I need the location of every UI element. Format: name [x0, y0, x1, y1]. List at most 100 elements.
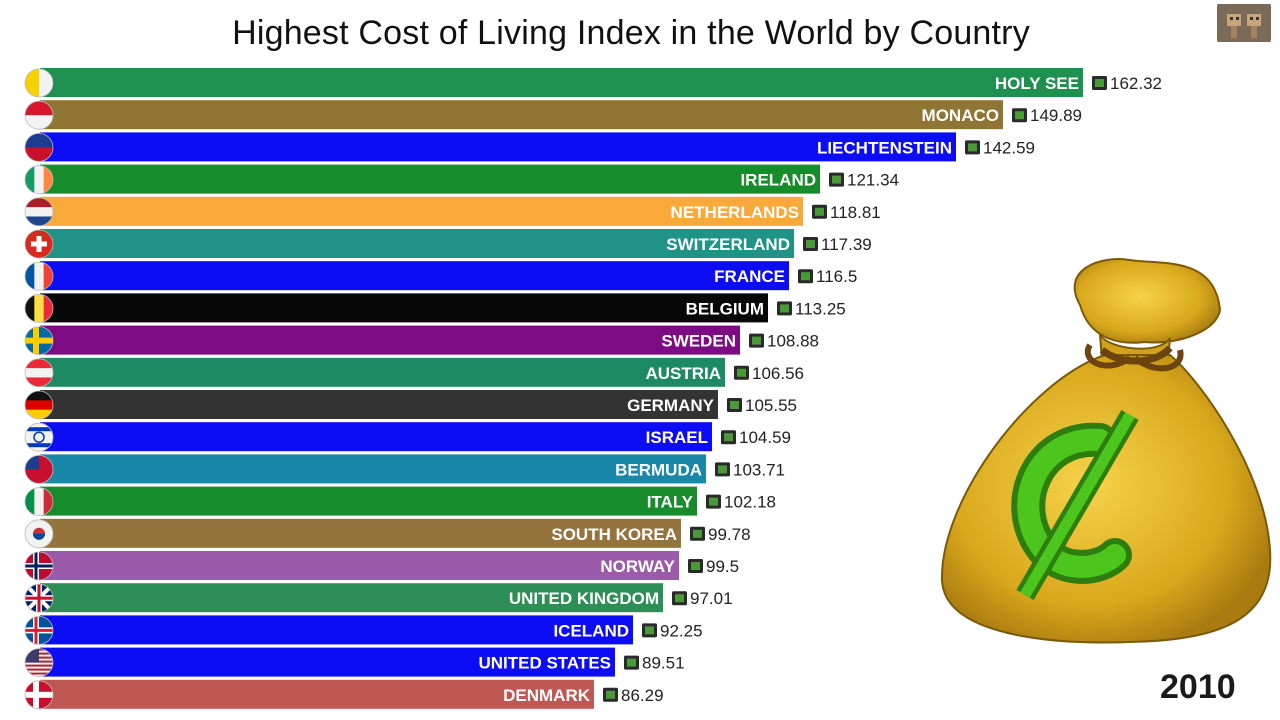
value-label: 103.71	[733, 460, 785, 479]
bar-label: ISRAEL	[646, 428, 708, 447]
money-bag-icon	[940, 258, 1272, 644]
bar-monaco	[40, 100, 1003, 130]
value-label: 117.39	[821, 235, 872, 254]
money-icon	[624, 655, 639, 670]
austria-flag-icon	[24, 358, 54, 388]
money-icon	[603, 687, 618, 702]
france-flag-icon	[24, 261, 54, 291]
money-icon	[1012, 108, 1027, 123]
bar-south-korea	[40, 518, 681, 548]
value-label: 121.34	[847, 171, 899, 190]
money-icon	[777, 301, 792, 316]
bar-label: LIECHTENSTEIN	[817, 138, 952, 157]
bermuda-flag-icon	[24, 454, 54, 484]
value-label: 99.78	[708, 525, 751, 544]
bar-label: ITALY	[647, 493, 694, 512]
value-label: 106.56	[752, 364, 804, 383]
money-icon	[734, 365, 749, 380]
israel-flag-icon	[24, 422, 54, 452]
bar-bermuda	[40, 454, 706, 484]
bar-netherlands	[40, 196, 803, 226]
bar-label: FRANCE	[714, 267, 785, 286]
bar-holy-see	[40, 68, 1083, 97]
chart-title: Highest Cost of Living Index in the Worl…	[232, 14, 1030, 52]
bar-sweden	[40, 325, 740, 355]
bar-israel	[40, 422, 712, 452]
bar-belgium	[40, 293, 768, 323]
sweden-flag-icon	[24, 326, 54, 356]
bar-switzerland	[40, 229, 794, 258]
channel-logo	[1217, 4, 1271, 42]
bar-label: UNITED KINGDOM	[509, 589, 659, 608]
bar-germany	[40, 390, 718, 419]
money-icon	[690, 526, 705, 541]
year-indicator: 2010	[1160, 668, 1236, 706]
bar-united-kingdom	[40, 583, 663, 613]
money-icon	[688, 559, 703, 573]
value-label: 104.59	[739, 428, 791, 447]
bar-france	[40, 261, 789, 291]
ireland-flag-icon	[24, 165, 54, 195]
bar-italy	[40, 486, 697, 516]
netherlands-flag-icon	[24, 197, 54, 227]
south-korea-flag-icon	[24, 519, 54, 549]
money-icon	[829, 172, 844, 187]
bar-label: GERMANY	[627, 396, 715, 415]
bar-label: SOUTH KOREA	[551, 525, 677, 544]
value-label: 116.5	[816, 267, 857, 286]
bar-label: ICELAND	[553, 621, 629, 640]
bar-label: IRELAND	[740, 171, 816, 190]
bar-label: SWEDEN	[661, 332, 736, 351]
bar-label: MONACO	[922, 106, 999, 125]
value-label: 108.88	[767, 332, 819, 351]
money-icon	[721, 430, 736, 445]
bar-label: DENMARK	[503, 686, 591, 705]
monaco-flag-icon	[24, 100, 54, 130]
value-label: 102.18	[724, 493, 776, 512]
value-label: 86.29	[621, 686, 664, 705]
norway-flag-icon	[24, 551, 54, 581]
vatican-flag-icon	[24, 68, 54, 98]
value-label: 118.81	[830, 203, 881, 222]
value-label: 99.5	[706, 557, 739, 576]
value-label: 97.01	[690, 589, 733, 608]
money-icon	[727, 398, 742, 412]
money-icon	[715, 462, 730, 477]
bar-austria	[40, 357, 725, 387]
money-icon	[803, 237, 818, 251]
bar-label: UNITED STATES	[478, 654, 611, 673]
bar-ireland	[40, 164, 820, 194]
germany-flag-icon	[24, 390, 54, 420]
value-label: 92.25	[660, 621, 703, 640]
value-label: 113.25	[795, 299, 846, 318]
usa-flag-icon	[24, 648, 54, 677]
italy-flag-icon	[24, 487, 54, 517]
bar-label: SWITZERLAND	[666, 235, 790, 254]
belgium-flag-icon	[24, 293, 54, 323]
bar-united-states	[40, 647, 615, 677]
value-label: 162.32	[1110, 74, 1162, 93]
denmark-flag-icon	[24, 680, 54, 710]
bar-norway	[40, 551, 679, 580]
bar-label: NETHERLANDS	[671, 203, 799, 222]
bar-label: NORWAY	[600, 557, 675, 576]
uk-flag-icon	[24, 583, 54, 613]
bar-label: HOLY SEE	[995, 74, 1079, 93]
money-icon	[672, 591, 687, 606]
money-icon	[812, 204, 827, 219]
value-label: 89.51	[642, 654, 685, 673]
money-icon	[749, 333, 764, 348]
bar-denmark	[40, 679, 594, 709]
bar-label: BELGIUM	[686, 299, 764, 318]
switzerland-flag-icon	[24, 229, 54, 259]
money-icon	[965, 140, 980, 155]
value-label: 142.59	[983, 138, 1035, 157]
value-label: 149.89	[1030, 106, 1082, 125]
money-icon	[642, 623, 657, 638]
value-label: 105.55	[745, 396, 797, 415]
money-icon	[1092, 76, 1107, 90]
bar-iceland	[40, 615, 633, 645]
bar-liechtenstein	[40, 132, 956, 162]
liechtenstein-flag-icon	[24, 132, 54, 162]
bar-label: AUSTRIA	[645, 364, 721, 383]
